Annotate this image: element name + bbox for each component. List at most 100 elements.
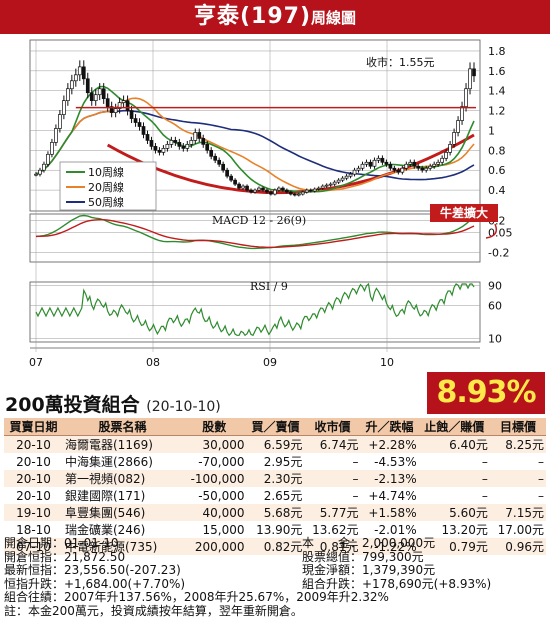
candle-body [324,184,329,187]
table-cell: – [489,453,546,470]
candle-body [50,142,54,155]
candle-body [77,66,82,76]
table-cell: 07-10 [4,538,63,555]
candle-body [62,100,66,115]
candle-body [420,167,425,171]
table-row: 20-10 第一視頻(082) -100,000 2.30元 – -2.13% – – [4,470,546,487]
candle-body [42,163,46,171]
price-tick-label: 1.4 [488,85,506,98]
candle-body [312,188,317,192]
candle-body [213,155,218,161]
candle-body [97,88,102,96]
candle-body [133,118,138,123]
candle-body [300,191,305,195]
candle-body [58,114,62,129]
candle-body [137,122,142,127]
portfolio-table: 買賣日期 股票名稱 股數 買／賣價 收市價 升／跌幅 止蝕／賺價 目標價 20-… [4,418,546,555]
chart-title: 亨泰(197) [193,4,312,29]
candle-body [320,185,325,189]
candle-body [54,128,58,143]
candle-body [328,183,333,186]
candle-body [241,185,245,189]
table-cell: 19-10 [4,504,63,521]
table-cell: 瑞金礦業(246) [63,521,182,538]
price-legend: 10周線 20周線 50周線 [59,161,157,211]
table-cell: 5.77元 [304,504,361,521]
table-cell: -2.13% [360,470,419,487]
table-cell: -70,000 [182,453,247,470]
candle-body [113,108,118,113]
table-cell: – [418,487,490,504]
candle-body [173,140,178,143]
col-stock: 股票名稱 [63,418,182,436]
table-cell: 15,000 [182,521,247,538]
table-cell: 第一視頻(082) [63,470,182,487]
col-date: 買賣日期 [4,418,63,436]
candle-body [288,191,293,195]
candle-body [364,161,369,165]
x-tick-label: 10 [380,356,394,369]
rsi-tick-label: 10 [488,333,502,346]
candle-body [217,159,222,165]
candle-body [408,161,413,165]
candle-body [452,132,456,145]
candle-body [332,181,337,185]
candle-body [368,161,373,167]
table-cell: 0.81元 [304,538,361,555]
legend-ma20: 20周線 [88,180,124,194]
table-cell: 8.25元 [489,435,546,453]
candle-body [81,66,86,80]
candle-body [181,146,186,149]
table-cell: 銀建國際(171) [63,487,182,504]
candle-body [73,74,78,82]
candle-body [428,165,433,169]
candle-body [46,153,50,165]
price-tick-label: 1.8 [488,45,506,58]
candle-body [344,175,349,179]
candle-body [400,167,405,173]
candle-body [149,140,154,147]
candle-body [85,78,90,94]
col-close: 收市價 [304,418,361,436]
price-tick-label: 1 [488,124,495,137]
candle-body [129,110,134,119]
table-cell: 7.15元 [489,504,546,521]
candle-body [229,175,233,181]
candle-body [225,169,229,177]
col-target: 目標價 [489,418,546,436]
candle-body [316,187,321,190]
candle-body [117,102,122,109]
portfolio-change-badge: 8.93% [427,372,545,414]
candle-body [281,187,285,191]
candle-body [257,187,261,191]
table-cell: -2.01% [360,521,419,538]
candle-body [456,120,460,133]
table-cell: -1.22% [360,538,419,555]
table-cell: 0.79元 [418,538,490,555]
candle-body [253,189,257,193]
portfolio-date: (20-10-10) [146,399,221,415]
rsi-tick-label: 60 [488,299,502,312]
table-cell: – [489,487,546,504]
candle-body [233,179,237,185]
hsi-change: 恒指升跌：+1,684.00(+7.70%) [4,576,186,591]
table-cell: 2.65元 [246,487,305,504]
candle-body [245,185,249,191]
table-header-row: 買賣日期 股票名稱 股數 買／賣價 收市價 升／跌幅 止蝕／賺價 目標價 [4,418,546,436]
capital: 本 金：2,000,000元 [302,536,436,550]
bull-spread-label: 牛差擴大 [440,205,488,220]
candle-body [416,165,421,169]
table-cell: 海爾電器(1169) [63,435,182,453]
candle-body [432,163,437,167]
col-stop: 止蝕／賺價 [418,418,490,436]
open-date: 開倉日期：01-01-10 [4,536,119,550]
candle-body [249,189,253,193]
candle-body [89,92,94,102]
col-shares: 股數 [182,418,247,436]
table-cell: 20-10 [4,453,63,470]
candle-body [185,144,190,149]
table-cell: +2.28% [360,435,419,453]
candle-body [440,157,444,163]
candle-body [356,167,361,171]
candle-body [201,138,206,145]
